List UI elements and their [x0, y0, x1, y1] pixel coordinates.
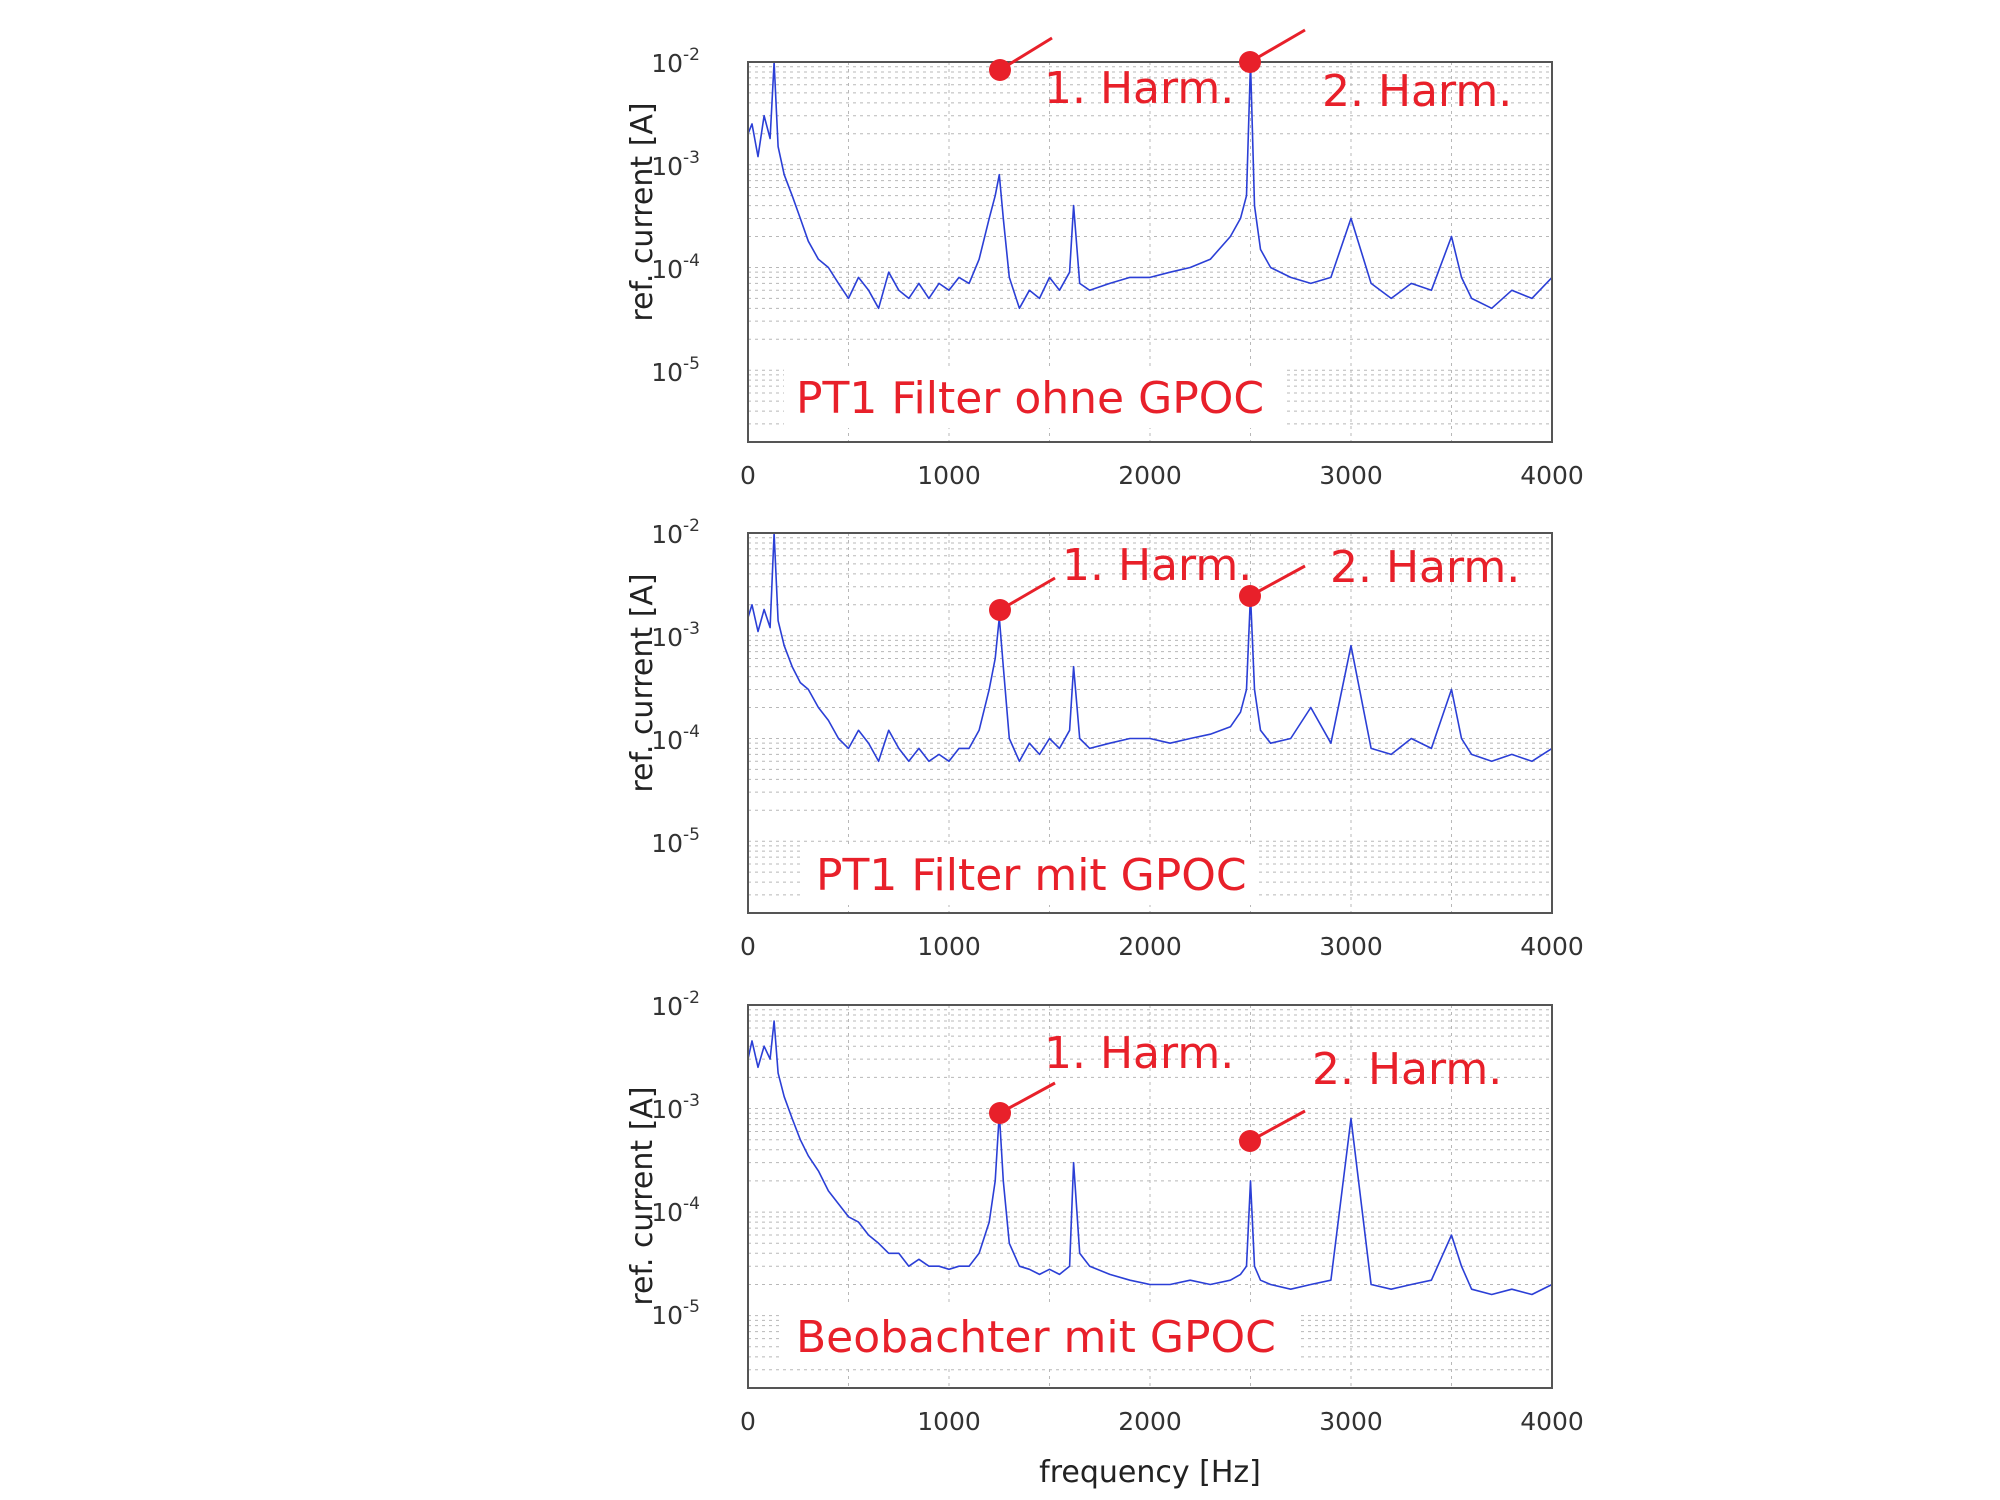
- panel-3-harm1-marker: [989, 1102, 1011, 1124]
- panel-1-trace-group: [747, 61, 1553, 310]
- panel-1-ytick-2-base: 10: [651, 255, 683, 284]
- panel-3-ylabel: ref. current [A]: [625, 1086, 660, 1305]
- panel-1-xtick-0: 0: [740, 461, 756, 490]
- panel-1-ytick-1-exp: -3: [683, 148, 700, 168]
- panel-3-harm1-label: 1. Harm.: [1044, 1028, 1234, 1079]
- panel-3-ytick-0-base: 10: [651, 992, 683, 1021]
- panel-2-ytick-1-base: 10: [651, 623, 683, 652]
- panel-3-ytick-1-exp: -3: [683, 1091, 700, 1111]
- panel-2-ytick-2-exp: -4: [683, 722, 700, 742]
- panel-1-frame: [747, 61, 1553, 443]
- panel-1-harm1-label: 1. Harm.: [1044, 63, 1234, 114]
- panel-1-ytick-0-base: 10: [651, 49, 683, 78]
- panel-1-label-box: [784, 368, 1284, 428]
- panel-1-xtick-1: 1000: [917, 461, 981, 490]
- panel-1-ytick-2-exp: -4: [683, 251, 700, 271]
- panel-2-frame: [747, 532, 1553, 914]
- panel-1-xtick-4: 4000: [1520, 461, 1584, 490]
- panel-3-ytick-0: 10-2: [651, 988, 700, 1021]
- panel-3-frame: [747, 1004, 1553, 1389]
- panel-3-ytick-1-base: 10: [651, 1095, 683, 1124]
- panel-2-harm1-label: 1. Harm.: [1062, 540, 1252, 591]
- panel-1-ytick-3: 10-5: [651, 354, 700, 387]
- panel-3-xtick-3: 3000: [1319, 1407, 1383, 1436]
- x-axis-label: frequency [Hz]: [1039, 1455, 1261, 1490]
- panel-3-ytick-0-exp: -2: [683, 988, 700, 1008]
- panel-1-harm2-marker: [1239, 51, 1261, 73]
- panel-1-xtick-3: 3000: [1319, 461, 1383, 490]
- panel-3-ytick-2: 10-4: [651, 1194, 700, 1227]
- panel-3: 0 1000 2000 3000 4000 10-2 10-3 10-4 10-…: [625, 988, 1584, 1436]
- panel-3-ytick-3: 10-5: [651, 1297, 700, 1330]
- panel-3-ytick-2-exp: -4: [683, 1194, 700, 1214]
- panel-1-harm1-marker: [989, 59, 1011, 81]
- panel-2-ytick-2: 10-4: [651, 722, 700, 755]
- panel-2-harm2-marker: [1239, 585, 1261, 607]
- panel-2-ytick-3-base: 10: [651, 829, 683, 858]
- panel-2-xtick-3: 3000: [1319, 932, 1383, 961]
- panel-2-ytick-3: 10-5: [651, 825, 700, 858]
- panel-1-ytick-0: 10-2: [651, 45, 700, 78]
- panel-1-label: PT1 Filter ohne GPOC: [796, 373, 1264, 424]
- panel-2-xtick-2: 2000: [1118, 932, 1182, 961]
- panel-3-trace-0: [747, 1020, 1553, 1296]
- panel-1-xtick-2: 2000: [1118, 461, 1182, 490]
- panel-3-ytick-1: 10-3: [651, 1091, 700, 1124]
- panel-2-harm1-marker: [989, 599, 1011, 621]
- panel-1-ytick-1-base: 10: [651, 152, 683, 181]
- panel-3-label: Beobachter mit GPOC: [796, 1312, 1276, 1363]
- panel-3-xtick-2: 2000: [1118, 1407, 1182, 1436]
- panel-2-ytick-1-exp: -3: [683, 619, 700, 639]
- panel-2-ytick-1: 10-3: [651, 619, 700, 652]
- panel-2-label: PT1 Filter mit GPOC: [816, 850, 1247, 901]
- panel-1-ytick-3-base: 10: [651, 358, 683, 387]
- panel-1-harm2-label: 2. Harm.: [1322, 66, 1512, 117]
- panel-3-ytick-3-exp: -5: [683, 1297, 700, 1317]
- panel-2-label-box: [804, 845, 1259, 905]
- panel-1-trace-0: [747, 61, 1553, 310]
- panel-3-harm2-marker: [1239, 1130, 1261, 1152]
- panel-2-ylabel: ref. current [A]: [625, 573, 660, 792]
- panel-1: 0 1000 2000 3000 4000 10-2 10-3 10-4 10-…: [625, 28, 1584, 490]
- panel-1-ytick-1: 10-3: [651, 148, 700, 181]
- panel-1-ylabel: ref. current [A]: [625, 102, 660, 321]
- panel-2-ytick-0: 10-2: [651, 516, 700, 549]
- panel-3-xtick-4: 4000: [1520, 1407, 1584, 1436]
- panel-1-ytick-2: 10-4: [651, 251, 700, 284]
- panel-3-xtick-1: 1000: [917, 1407, 981, 1436]
- panel-3-trace-group: [747, 1020, 1553, 1296]
- panel-2-ytick-2-base: 10: [651, 726, 683, 755]
- panel-3-xtick-0: 0: [740, 1407, 756, 1436]
- panel-3-ytick-2-base: 10: [651, 1198, 683, 1227]
- panel-2-xtick-4: 4000: [1520, 932, 1584, 961]
- panel-1-ytick-3-exp: -5: [683, 354, 700, 374]
- panel-2-trace-group: [747, 532, 1553, 763]
- panel-3-ytick-3-base: 10: [651, 1301, 683, 1330]
- panel-2-harm2-label: 2. Harm.: [1330, 542, 1520, 593]
- panel-2-ytick-0-base: 10: [651, 520, 683, 549]
- panel-2: 0 1000 2000 3000 4000 10-2 10-3 10-4 10-…: [625, 516, 1584, 961]
- panel-3-label-box: [780, 1305, 1300, 1365]
- panel-1-ytick-0-exp: -2: [683, 45, 700, 65]
- panel-2-xtick-1: 1000: [917, 932, 981, 961]
- panel-3-harm2-label: 2. Harm.: [1312, 1044, 1502, 1095]
- panel-2-ytick-0-exp: -2: [683, 516, 700, 536]
- panel-2-ytick-3-exp: -5: [683, 825, 700, 845]
- panel-2-trace-0: [747, 532, 1553, 763]
- panel-2-xtick-0: 0: [740, 932, 756, 961]
